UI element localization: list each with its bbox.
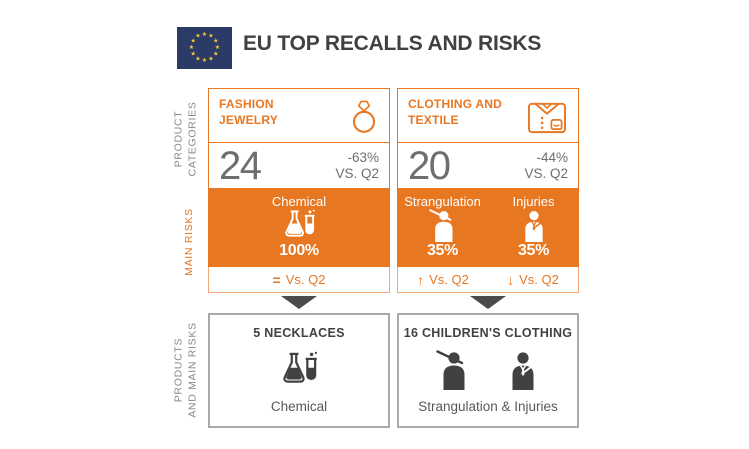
recall-count: 20: [408, 143, 451, 188]
flask-icon: [285, 209, 315, 237]
svg-text:★: ★: [189, 44, 194, 51]
column-fashion-jewelry: FASHION JEWELRY 24 -63% VS. Q2 Chemical: [208, 88, 390, 428]
side-label-product-categories: PRODUCT CATEGORIES: [172, 101, 199, 176]
ring-icon: [352, 100, 376, 133]
product-caption: Strangulation & Injuries: [418, 399, 558, 414]
column-clothing-textile: CLOTHING AND TEXTILE 20 -44% VS. Q2 Stra…: [397, 88, 579, 428]
down-triangle-icon: [281, 296, 317, 309]
risk-strangulation: Strangulation 35%: [397, 189, 488, 267]
product-title: 5 NECKLACES: [253, 326, 345, 340]
flask-icon: [283, 351, 317, 383]
trend-row: ↑ Vs. Q2 ↓ Vs. Q2: [397, 267, 579, 293]
recall-change: -44% VS. Q2: [524, 150, 568, 182]
product-title: 16 CHILDREN'S CLOTHING: [403, 326, 573, 340]
shirt-icon: [527, 102, 567, 134]
svg-text:★: ★: [202, 31, 207, 38]
product-icons: [279, 351, 319, 389]
change-percent: -44%: [536, 149, 568, 165]
page-title: EU TOP RECALLS AND RISKS: [243, 32, 542, 55]
trend-up: ↑ Vs. Q2: [398, 267, 488, 292]
main-risks-band: Chemical 100%: [208, 189, 390, 267]
risk-chemical: Chemical 100%: [208, 189, 390, 267]
risk-name: Strangulation: [404, 194, 481, 209]
risk-percent: 35%: [426, 242, 459, 259]
category-label: CLOTHING AND TEXTILE: [408, 97, 502, 127]
side-label-line: PRODUCT: [172, 110, 185, 168]
svg-text:★: ★: [215, 44, 220, 51]
svg-text:★: ★: [195, 33, 200, 40]
svg-text:★: ★: [191, 38, 196, 45]
main-risks-band: Strangulation 35% Injuries: [397, 189, 579, 267]
side-label-line: AND MAIN RISKS: [186, 322, 198, 418]
side-label-line: CATEGORIES: [186, 101, 198, 177]
trend-row: = Vs. Q2: [208, 267, 390, 293]
up-arrow-icon: ↑: [417, 271, 425, 288]
risk-name: Chemical: [271, 194, 327, 209]
down-arrow-icon: ↓: [507, 271, 515, 288]
side-label-main-risks: MAIN RISKS: [183, 208, 197, 276]
side-label-products-and-main-risks: PRODUCTS AND MAIN RISKS: [172, 322, 199, 418]
equal-icon: =: [272, 271, 281, 288]
trend-down: ↓ Vs. Q2: [488, 267, 578, 292]
strangulation-icon: [428, 209, 452, 242]
product-box-childrens-clothing: 16 CHILDREN'S CLOTHING Strangulation & I…: [397, 313, 579, 428]
trend-label: Vs. Q2: [519, 272, 559, 287]
change-vs-label: VS. Q2: [524, 165, 568, 181]
down-triangle-icon: [470, 296, 506, 309]
product-box-necklaces: 5 NECKLACES Chemical: [208, 313, 390, 428]
risk-percent: 35%: [517, 242, 550, 259]
eu-flag-icon: ★ ★ ★ ★ ★ ★ ★ ★ ★ ★ ★ ★: [177, 27, 232, 69]
trend-label: Vs. Q2: [285, 272, 326, 287]
svg-text:★: ★: [208, 55, 213, 62]
svg-text:★: ★: [195, 55, 200, 62]
side-label-line: PRODUCTS: [172, 337, 185, 403]
svg-text:★: ★: [202, 57, 207, 64]
side-label-line: MAIN RISKS: [183, 208, 196, 276]
category-header: FASHION JEWELRY: [208, 88, 390, 143]
recall-stats: 24 -63% VS. Q2: [208, 142, 390, 189]
product-icons: [436, 349, 540, 390]
change-vs-label: VS. Q2: [335, 165, 379, 181]
svg-text:★: ★: [208, 33, 213, 40]
change-percent: -63%: [347, 149, 379, 165]
category-header: CLOTHING AND TEXTILE: [397, 88, 579, 143]
trend-label: Vs. Q2: [429, 272, 469, 287]
risk-injuries: Injuries 35%: [488, 189, 579, 267]
recall-change: -63% VS. Q2: [335, 150, 379, 182]
recall-stats: 20 -44% VS. Q2: [397, 142, 579, 189]
recall-count: 24: [219, 143, 262, 188]
injury-icon: [512, 351, 534, 390]
strangulation-icon: [436, 349, 465, 390]
product-caption: Chemical: [270, 399, 328, 414]
trend-equal: = Vs. Q2: [209, 267, 389, 292]
risk-percent: 100%: [279, 242, 319, 259]
category-label: FASHION JEWELRY: [219, 97, 278, 127]
svg-text:★: ★: [213, 38, 218, 45]
svg-text:★: ★: [213, 51, 218, 58]
svg-text:★: ★: [191, 51, 196, 58]
risk-name: Injuries: [512, 194, 555, 209]
injury-icon: [524, 210, 543, 242]
